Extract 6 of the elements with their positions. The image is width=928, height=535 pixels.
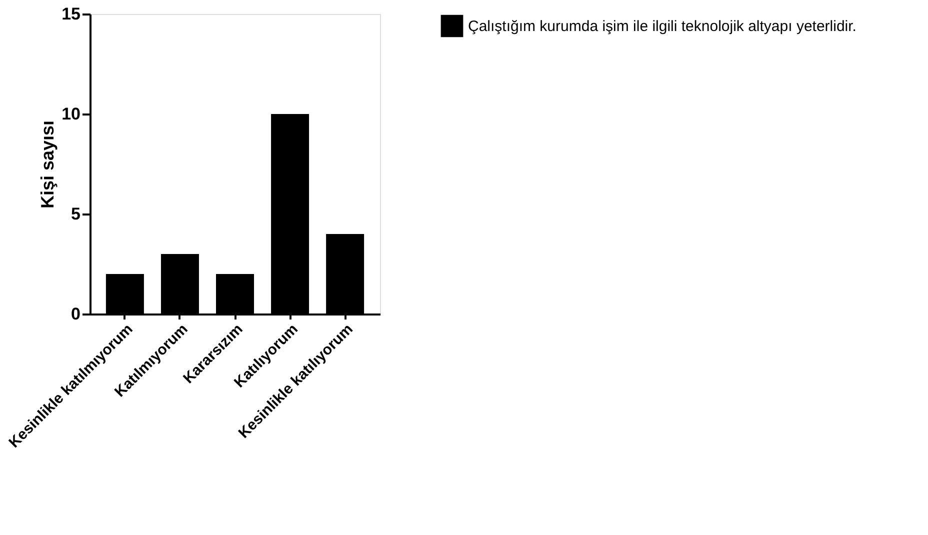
y-tick-label: 15 [62, 4, 80, 24]
legend-label: Çalıştığım kurumda işim ile ilgili teknolojik altyapı yeterlidir. [468, 18, 856, 35]
y-axis-title: Kişi sayısı [38, 120, 58, 209]
y-tick-label: 5 [71, 204, 80, 224]
y-tick-label: 0 [71, 304, 80, 324]
y-tick-label: 10 [62, 104, 80, 124]
